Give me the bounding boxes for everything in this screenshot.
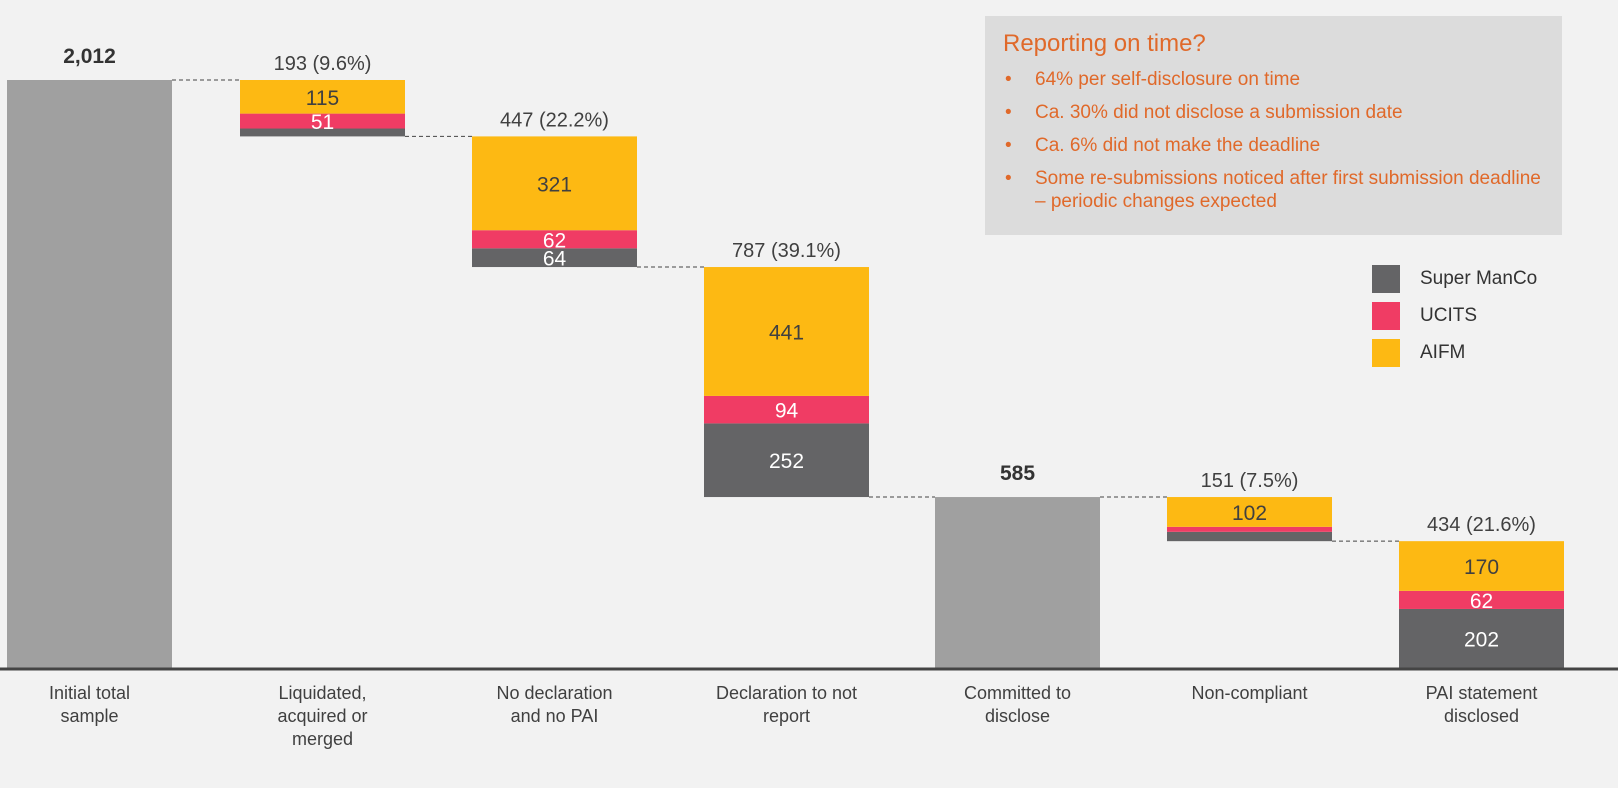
segment-label: 441 (769, 321, 804, 344)
segment-label: 115 (306, 87, 339, 110)
x-tick-label-line: disclose (984, 706, 1051, 726)
x-tick-label: Liquidated, acquired or merged (223, 682, 423, 751)
bar-segment-super-manco (704, 423, 869, 498)
x-tick-label-line: PAI statement (1425, 683, 1538, 703)
callout-item: Some re-submissions noticed after first … (1003, 167, 1544, 213)
bar-segment-aifm (472, 136, 637, 231)
x-tick-label: Committed to disclose (918, 682, 1118, 728)
callout-item: Ca. 6% did not make the deadline (1003, 134, 1544, 157)
bar-total (7, 80, 172, 668)
segment-label: 64 (543, 248, 567, 271)
legend-label: UCITS (1420, 304, 1477, 326)
bar-label: 447 (22.2%) (500, 109, 609, 131)
bar-segment-super-manco (472, 248, 637, 268)
bar-segment-aifm (704, 267, 869, 396)
bar-segment-ucits (472, 230, 637, 249)
bar-segment-aifm (1167, 497, 1332, 527)
x-tick-label-line: acquired or (277, 706, 368, 726)
bar-total (935, 497, 1100, 668)
x-tick-label-line: Declaration to not (715, 683, 858, 703)
x-tick-label: Initial total sample (0, 682, 190, 728)
bar-segment-ucits (704, 395, 869, 424)
legend-item-aifm: AIFM (1372, 334, 1537, 371)
segment-label: 202 (1464, 628, 1499, 651)
x-tick-label: Declaration to not report (687, 682, 887, 728)
callout-item: 64% per self-disclosure on time (1003, 68, 1544, 91)
legend-swatch (1372, 338, 1400, 367)
bar-segment-super-manco (1399, 608, 1564, 668)
bar-label: 151 (7.5%) (1201, 470, 1299, 492)
legend-label: AIFM (1420, 341, 1466, 363)
legend: Super ManCo UCITS AIFM (1372, 260, 1537, 371)
segment-label: 321 (537, 173, 572, 196)
bar-total-label: 2,012 (63, 45, 116, 68)
callout-item: Ca. 30% did not disclose a submission da… (1003, 101, 1544, 124)
bar-total-label: 585 (1000, 462, 1035, 485)
segment-label: 252 (769, 450, 804, 473)
legend-label: Super ManCo (1420, 267, 1538, 289)
segment-label: 62 (1470, 590, 1493, 613)
legend-item-ucits: UCITS (1372, 297, 1537, 334)
bar-segment-ucits (1167, 526, 1332, 532)
bar-segment-ucits (240, 113, 405, 129)
bar-label: 193 (9.6%) (274, 53, 372, 75)
x-tick-label-line: Initial total (48, 683, 131, 703)
segment-label: 51 (311, 111, 334, 134)
segment-label: 94 (775, 400, 799, 423)
bar-segment-aifm (1399, 541, 1564, 591)
x-tick-label: No declaration and no PAI (455, 682, 655, 728)
legend-swatch (1372, 264, 1400, 293)
x-tick-label-line: Committed to (963, 683, 1072, 703)
segment-label: 62 (543, 229, 566, 252)
x-tick-label: Non-compliant (1150, 682, 1350, 705)
x-tick-label-line: merged (291, 729, 354, 749)
x-tick-label-line: Non-compliant (1191, 683, 1308, 703)
bar-label: 434 (21.6%) (1427, 514, 1536, 536)
x-tick-label-line: report (762, 706, 811, 726)
x-tick-label-line: No declaration (496, 683, 613, 703)
x-tick-label-line: and no PAI (510, 706, 599, 726)
bar-label: 787 (39.1%) (732, 240, 841, 262)
bar-segment-super-manco (240, 128, 405, 137)
x-tick-label-line: sample (60, 706, 119, 726)
x-tick-label-line: disclosed (1443, 706, 1520, 726)
bar-segment-aifm (240, 80, 405, 114)
bar-segment-ucits (1399, 590, 1564, 609)
reporting-callout: Reporting on time? 64% per self-disclosu… (985, 16, 1562, 235)
legend-swatch (1372, 301, 1400, 330)
callout-title: Reporting on time? (1003, 30, 1206, 57)
x-tick-label-line: Liquidated, (278, 683, 367, 703)
segment-label: 170 (1464, 556, 1499, 579)
bar-segment-super-manco (1167, 531, 1332, 542)
legend-item-super-manco: Super ManCo (1372, 260, 1537, 297)
segment-label: 102 (1232, 502, 1267, 525)
x-tick-label: PAI statement disclosed (1382, 682, 1582, 728)
